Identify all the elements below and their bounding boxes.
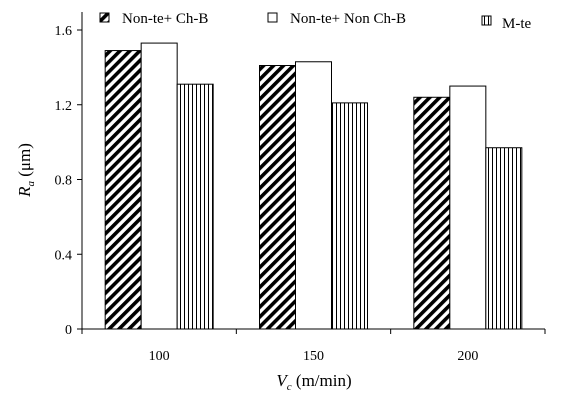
bar-solid-white-100 (140, 42, 178, 330)
bar-diagonal-hatch-200 (413, 96, 451, 330)
y-tick-label: 0 (65, 323, 72, 338)
x-tick-label: 100 (149, 349, 170, 364)
legend-swatch-diagonal-hatch (99, 12, 110, 23)
bar-vertical-lines-100 (176, 83, 214, 330)
bar-solid-white-200 (449, 85, 487, 330)
legend-item-1: Non-te+ Non Ch-B (267, 11, 406, 27)
legend-swatch-solid-white (267, 12, 278, 23)
legend-label-0: Non-te+ Ch-B (122, 11, 208, 27)
bar-diagonal-hatch-150 (259, 65, 296, 330)
y-tick-label: 0.8 (55, 174, 73, 189)
legend-item-2: M-te (481, 15, 532, 32)
legend-swatch-vertical-lines (481, 15, 492, 26)
x-tick-label: 200 (457, 349, 478, 364)
bar-solid-white-150 (295, 61, 332, 330)
y-tick-label: 0.4 (55, 248, 73, 263)
legend: Non-te+ Ch-B Non-te+ Non Ch-B M-te (99, 11, 532, 32)
x-tick-label: 150 (303, 349, 324, 364)
legend-label-1: Non-te+ Non Ch-B (290, 11, 406, 27)
y-tick-label: 1.2 (55, 99, 73, 114)
bar-vertical-lines-200 (485, 147, 523, 330)
y-axis-title: Ra (μm) (15, 143, 37, 198)
legend-item-0: Non-te+ Ch-B (99, 11, 208, 27)
x-axis-ticks: 100 150 200 (81, 329, 546, 364)
bar-diagonal-hatch-100 (104, 50, 142, 330)
y-tick-label: 1.6 (55, 24, 73, 39)
x-axis-title: Vc (m/min) (276, 371, 351, 393)
y-axis-ticks: 0 0.4 0.8 1.2 1.6 (55, 24, 82, 338)
bars-group (104, 42, 523, 330)
bar-vertical-lines-150 (331, 102, 368, 330)
legend-label-2: M-te (502, 16, 532, 32)
